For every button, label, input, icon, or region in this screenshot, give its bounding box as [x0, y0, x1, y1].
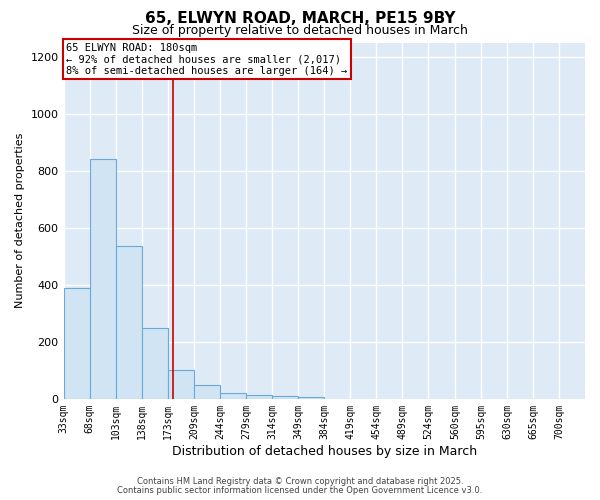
Text: 65, ELWYN ROAD, MARCH, PE15 9BY: 65, ELWYN ROAD, MARCH, PE15 9BY: [145, 11, 455, 26]
X-axis label: Distribution of detached houses by size in March: Distribution of detached houses by size …: [172, 444, 477, 458]
Bar: [116, 246, 142, 399]
Bar: [194, 384, 220, 399]
Bar: [64, 288, 89, 399]
Bar: [220, 393, 246, 399]
Bar: [298, 398, 324, 399]
Bar: [89, 160, 116, 399]
Text: Contains HM Land Registry data © Crown copyright and database right 2025.: Contains HM Land Registry data © Crown c…: [137, 477, 463, 486]
Bar: [272, 396, 298, 399]
Bar: [246, 394, 272, 399]
Text: Size of property relative to detached houses in March: Size of property relative to detached ho…: [132, 24, 468, 37]
Bar: [142, 328, 167, 399]
Text: 65 ELWYN ROAD: 180sqm
← 92% of detached houses are smaller (2,017)
8% of semi-de: 65 ELWYN ROAD: 180sqm ← 92% of detached …: [66, 42, 347, 76]
Y-axis label: Number of detached properties: Number of detached properties: [15, 133, 25, 308]
Bar: [167, 370, 194, 399]
Text: Contains public sector information licensed under the Open Government Licence v3: Contains public sector information licen…: [118, 486, 482, 495]
